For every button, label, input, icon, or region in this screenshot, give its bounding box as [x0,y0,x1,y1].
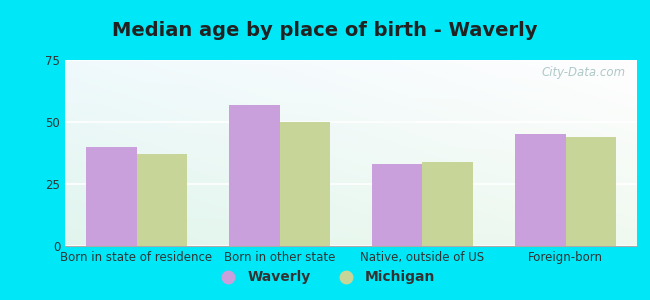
Legend: Waverly, Michigan: Waverly, Michigan [209,265,441,290]
Bar [86,147,136,246]
Bar [229,105,280,246]
Bar [566,137,616,246]
Text: Median age by place of birth - Waverly: Median age by place of birth - Waverly [112,21,538,40]
Bar [280,122,330,246]
Text: City-Data.com: City-Data.com [541,66,625,79]
Bar [422,162,473,246]
Bar [136,154,187,246]
Bar [372,164,423,246]
Bar [515,134,566,246]
